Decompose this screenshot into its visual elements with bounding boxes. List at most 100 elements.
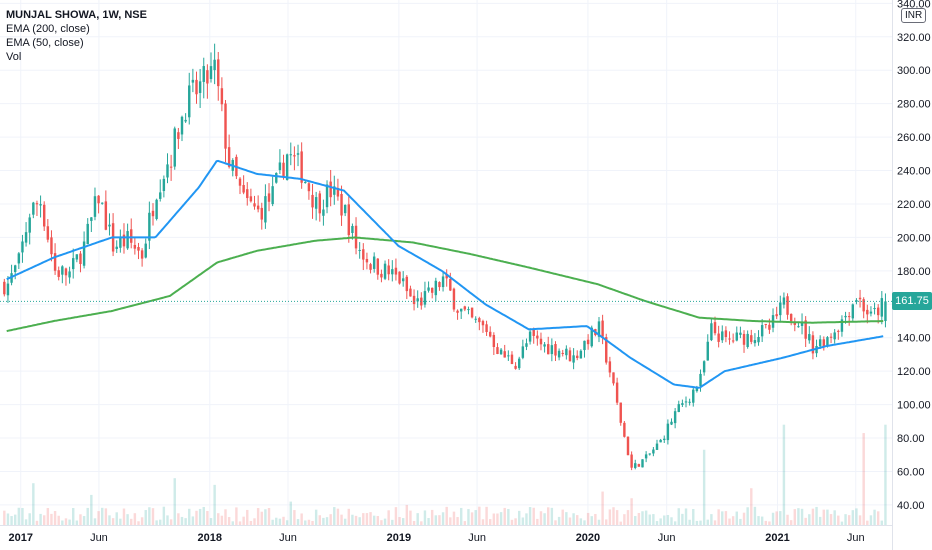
volume-bar: [53, 510, 57, 525]
volume-bar: [409, 510, 412, 525]
volume-bar: [688, 519, 691, 525]
candle-body: [615, 382, 619, 403]
volume-bar: [547, 507, 550, 525]
volume-bar: [423, 510, 427, 525]
candle-body: [536, 335, 539, 339]
volume-bar: [757, 516, 760, 525]
volume-bar: [296, 519, 300, 525]
volume-bar: [634, 516, 637, 525]
volume-bar: [768, 521, 771, 525]
candle-body: [459, 308, 463, 312]
time-tick-label: Jun: [658, 532, 676, 544]
volume-bar: [847, 515, 851, 525]
ema-50-legend[interactable]: EMA (50, close): [6, 37, 84, 49]
candle-body: [220, 88, 224, 105]
volume-bar: [876, 511, 880, 525]
price-tick-label: 80.00: [897, 433, 925, 445]
volume-bars: [3, 424, 887, 525]
time-axis[interactable]: 2017 Jun 2018 Jun 2019 Jun 2020 Jun 2021 Jun: [8, 532, 864, 544]
price-axis[interactable]: 40.0060.0080.00100.00120.00140.00160.001…: [897, 0, 931, 512]
candle-body: [648, 453, 651, 455]
volume-bar: [32, 483, 35, 525]
candle-body: [789, 313, 793, 322]
candle-body: [282, 162, 285, 178]
volume-bar: [318, 515, 321, 525]
candle-body: [24, 232, 28, 243]
volume-bar: [775, 511, 778, 525]
ema-200-legend[interactable]: EMA (200, close): [6, 23, 90, 35]
volume-bar: [884, 424, 887, 525]
candle-body: [467, 309, 470, 311]
candle-body: [837, 330, 840, 332]
volume-bar: [347, 508, 351, 525]
volume-bar: [64, 518, 68, 525]
candle-body: [637, 464, 641, 467]
volume-bar: [115, 512, 118, 525]
candle-body: [449, 278, 452, 291]
volume-bar: [666, 514, 670, 525]
candle-body: [441, 276, 445, 288]
candle-body: [289, 154, 292, 156]
volume-bar: [376, 516, 380, 525]
volume-bar: [695, 520, 699, 525]
candle-body: [626, 436, 630, 456]
currency-label[interactable]: INR: [901, 8, 927, 23]
volume-bar: [285, 520, 289, 525]
volume-bar: [452, 511, 456, 525]
symbol-title[interactable]: MUNJAL SHOWA, 1W, NSE: [6, 9, 147, 21]
candle-body: [82, 241, 86, 266]
candle-body: [275, 173, 278, 183]
volume-legend[interactable]: Vol: [6, 51, 22, 63]
candle-body: [79, 253, 82, 265]
volume-bar: [39, 513, 42, 525]
candle-body: [86, 223, 89, 245]
volume-bar: [637, 512, 641, 525]
volume-bar: [278, 518, 282, 525]
volume-bar: [260, 511, 263, 525]
volume-bar: [623, 514, 626, 525]
price-tick-label: 40.00: [897, 500, 925, 512]
candle-body: [688, 401, 691, 403]
candle-body: [398, 271, 401, 284]
volume-bar: [518, 510, 521, 525]
candle-body: [13, 265, 17, 272]
candle-body: [826, 337, 829, 346]
candle-body: [423, 291, 427, 305]
candle-body: [760, 325, 764, 337]
volume-bar: [507, 508, 510, 525]
volume-bar: [481, 519, 485, 525]
volume-bar: [699, 520, 702, 525]
volume-bar: [536, 518, 539, 525]
candle-body: [191, 79, 195, 83]
candle-body: [692, 389, 695, 403]
volume-bar: [329, 514, 332, 525]
candle-body: [300, 151, 303, 183]
volume-bar: [568, 517, 572, 525]
price-tick-label: 340.00: [897, 0, 931, 10]
volume-bar: [242, 516, 245, 525]
volume-bar: [673, 521, 677, 525]
volume-bar: [220, 515, 224, 525]
candle-body: [862, 299, 865, 312]
candle-body: [597, 321, 601, 337]
candle-body: [213, 59, 216, 71]
volume-bar: [579, 518, 583, 525]
volume-bar: [300, 513, 303, 525]
candle-body: [195, 79, 198, 95]
volume-bar: [445, 506, 448, 525]
volume-bar: [652, 514, 655, 525]
volume-bar: [256, 508, 260, 525]
candle-body: [46, 226, 50, 240]
volume-bar: [735, 511, 738, 525]
candle-body: [681, 403, 684, 405]
time-tick-label: Jun: [279, 532, 297, 544]
volume-bar: [140, 517, 144, 525]
candle-body: [880, 298, 884, 317]
candle-body: [630, 454, 633, 468]
candle-body: [463, 306, 467, 310]
candle-body: [202, 66, 205, 82]
candle-body: [387, 265, 390, 275]
volume-bar: [72, 507, 75, 525]
volume-bar: [126, 514, 129, 525]
